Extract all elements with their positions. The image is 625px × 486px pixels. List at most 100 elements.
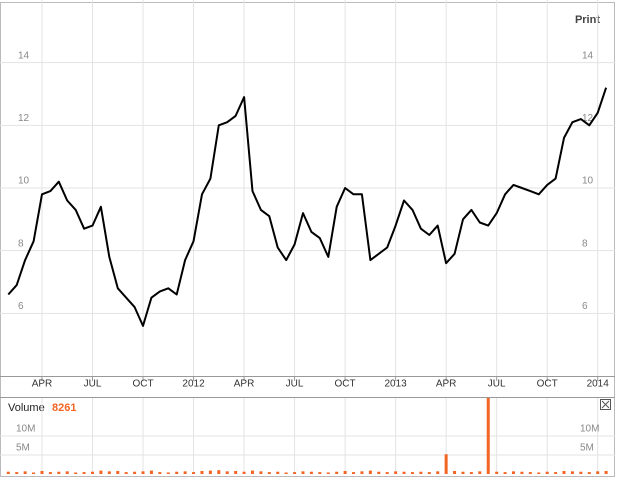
volume-bar [410,472,414,474]
volume-bar [6,471,10,474]
volume-bar [495,471,499,474]
volume-title: Volume [8,402,45,414]
volume-bar [225,471,229,474]
volume-bar [208,470,212,474]
volume-bar [377,471,381,474]
volume-bar [91,471,94,474]
y-tick-label-right: 10 [582,176,594,187]
volume-bar [74,472,78,474]
volume-bar [250,470,254,474]
price-line [7,87,608,327]
y-tick-label-right: 8 [582,238,588,249]
volume-bar [48,472,52,474]
volume-bar [545,471,549,474]
volume-bar [133,471,137,474]
volume-bar [596,471,600,474]
x-tick-label: OCT [132,379,153,390]
y-tick-label-right: 12 [582,113,594,124]
volume-bar [562,470,566,474]
volume-bar [23,471,27,474]
volume-bar [293,472,297,474]
volume-bar [537,472,541,474]
volume-bar [107,471,111,474]
x-tick-label: APR [234,379,255,390]
y-tick-label-right: 14 [582,50,594,61]
volume-bar [486,398,490,474]
y-tick-label: 6 [18,301,24,312]
volume-bar [402,471,406,474]
volume-bar [234,470,238,474]
volume-bar [604,470,608,474]
x-tick-label: JUL [84,379,102,390]
x-tick-label: APR [32,379,53,390]
volume-bar [385,472,389,474]
volume-bar [183,471,187,474]
volume-bar [520,471,524,474]
close-button[interactable] [600,399,611,410]
volume-bar [124,472,128,474]
volume-bar [444,454,448,474]
volume-bar [436,471,440,474]
volume-bar [554,472,558,474]
x-tick-label: JUL [286,379,304,390]
volume-bar [478,471,482,474]
x-tick-label: APR [436,379,457,390]
volume-bar [352,472,356,474]
volume-bar [427,472,431,474]
volume-bar [570,471,574,474]
volume-bar [368,470,372,474]
volume-bar [326,472,330,474]
volume-bar [57,471,61,474]
volume-bar [15,472,19,474]
volume-bar [99,470,103,474]
y-tick-label-right: 6 [582,301,588,312]
y-tick-label: 10M [16,424,35,435]
volume-bar [343,470,347,474]
volume-last-value: 8261 [52,402,76,414]
volume-bar [267,472,271,474]
print-button[interactable]: Print [575,14,600,26]
x-tick-label: OCT [335,379,356,390]
y-tick-label-right: 10M [580,424,599,435]
volume-bar [453,470,457,474]
volume-bar [301,471,305,474]
volume-bar [528,472,532,474]
x-tick-label: 2013 [384,379,407,390]
volume-bar [512,471,515,474]
volume-bar [309,471,313,474]
volume-bar [276,471,280,474]
volume-bar [469,472,473,474]
x-tick-label: JUL [488,379,506,390]
volume-bar [175,471,179,474]
y-tick-label: 10 [18,176,30,187]
volume-bar [259,471,263,474]
volume-bar [166,472,170,474]
volume-bar [141,471,145,474]
volume-bar [40,470,44,474]
y-tick-label: 14 [18,50,30,61]
volume-bar [242,471,246,474]
y-tick-label: 5M [16,443,30,454]
volume-bar [360,471,364,474]
volume-bar [318,472,322,474]
y-tick-label: 8 [18,238,24,249]
x-tick-label: 2014 [587,379,610,390]
volume-bar [284,472,288,474]
volume-bar [419,471,423,474]
volume-bar [200,470,204,474]
x-tick-label: 2012 [182,379,205,390]
y-tick-label: 12 [18,113,30,124]
volume-bar [116,470,120,474]
volume-bar [587,472,591,474]
volume-bar [82,472,86,474]
volume-bar [158,472,162,474]
volume-bar [461,471,465,474]
x-tick-label: OCT [537,379,558,390]
frame [0,2,615,477]
volume-bar [579,471,583,474]
close-icon[interactable] [601,400,610,409]
volume-bar [503,472,507,474]
volume-bar [149,470,153,474]
volume-bar [335,471,339,474]
